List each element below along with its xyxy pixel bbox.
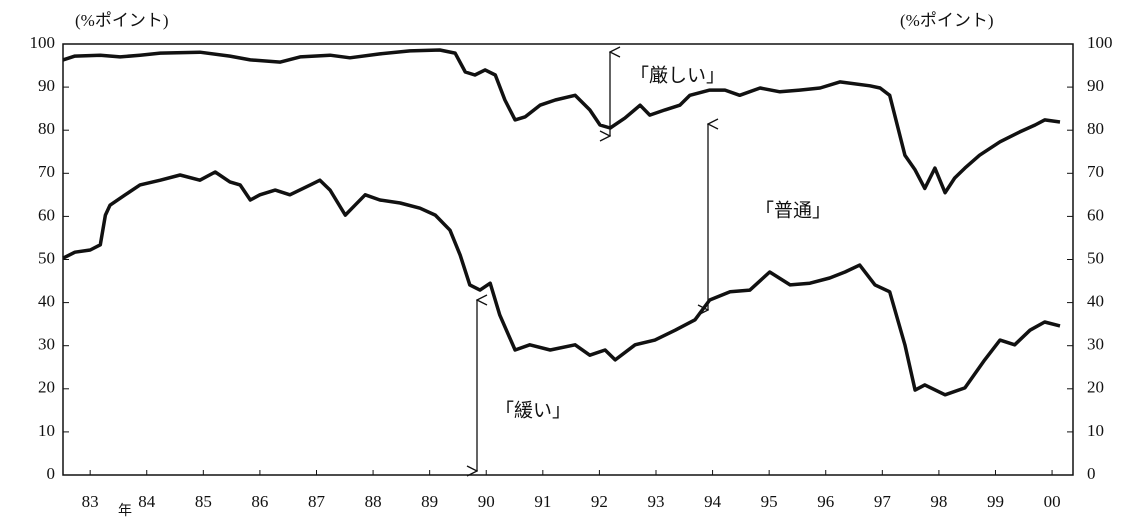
- x-tick-label: 00: [1044, 492, 1061, 511]
- annotation: 「普通」: [755, 199, 831, 221]
- x-tick-label: 97: [874, 492, 892, 511]
- y2-tick-label: 30: [1087, 335, 1104, 354]
- y2-tick-label: 0: [1087, 464, 1096, 483]
- y2-tick-label: 100: [1087, 33, 1113, 52]
- y2-tick-label: 20: [1087, 378, 1104, 397]
- y-tick-label: 0: [47, 464, 56, 483]
- y-tick-label: 10: [38, 421, 55, 440]
- y2-tick-label: 10: [1087, 421, 1104, 440]
- x-tick-label: 94: [704, 492, 722, 511]
- x-tick-label: 89: [421, 492, 438, 511]
- y2-tick-label: 60: [1087, 205, 1104, 224]
- x-tick-label: 88: [365, 492, 382, 511]
- y-unit-left: (%ポイント): [75, 11, 168, 30]
- x-tick-label: 99: [987, 492, 1004, 511]
- x-tick-label: 84: [138, 492, 156, 511]
- annotation: 「緩い」: [495, 399, 571, 421]
- y2-tick-label: 50: [1087, 248, 1104, 267]
- y2-tick-label: 80: [1087, 119, 1104, 138]
- x-tick-label: 85: [195, 492, 212, 511]
- x-tick-label: 87: [308, 492, 326, 511]
- y-unit-right: (%ポイント): [900, 11, 993, 30]
- x-tick-label: 86: [251, 492, 268, 511]
- y-tick-label: 100: [30, 33, 56, 52]
- x-tick-label: 92: [591, 492, 608, 511]
- annotation: 「厳しい」: [630, 64, 725, 86]
- y-tick-label: 60: [38, 205, 55, 224]
- x-tick-label: 93: [647, 492, 664, 511]
- x-unit: 年: [118, 503, 132, 519]
- x-tick-label: 90: [478, 492, 495, 511]
- x-tick-label: 91: [534, 492, 551, 511]
- y-tick-label: 80: [38, 119, 55, 138]
- x-tick-label: 96: [817, 492, 834, 511]
- y2-tick-label: 70: [1087, 162, 1104, 181]
- y-tick-label: 70: [38, 162, 55, 181]
- x-tick-label: 98: [930, 492, 947, 511]
- y-tick-label: 90: [38, 76, 55, 95]
- data-line: [62, 170, 1061, 397]
- y-tick-label: 30: [38, 335, 55, 354]
- y-tick-label: 40: [38, 292, 55, 311]
- x-tick-label: 83: [82, 492, 99, 511]
- data-line: [62, 48, 1061, 195]
- y2-tick-label: 90: [1087, 76, 1104, 95]
- y-tick-label: 20: [38, 378, 55, 397]
- y2-tick-label: 40: [1087, 292, 1104, 311]
- x-tick-label: 95: [761, 492, 778, 511]
- y-tick-label: 50: [38, 248, 55, 267]
